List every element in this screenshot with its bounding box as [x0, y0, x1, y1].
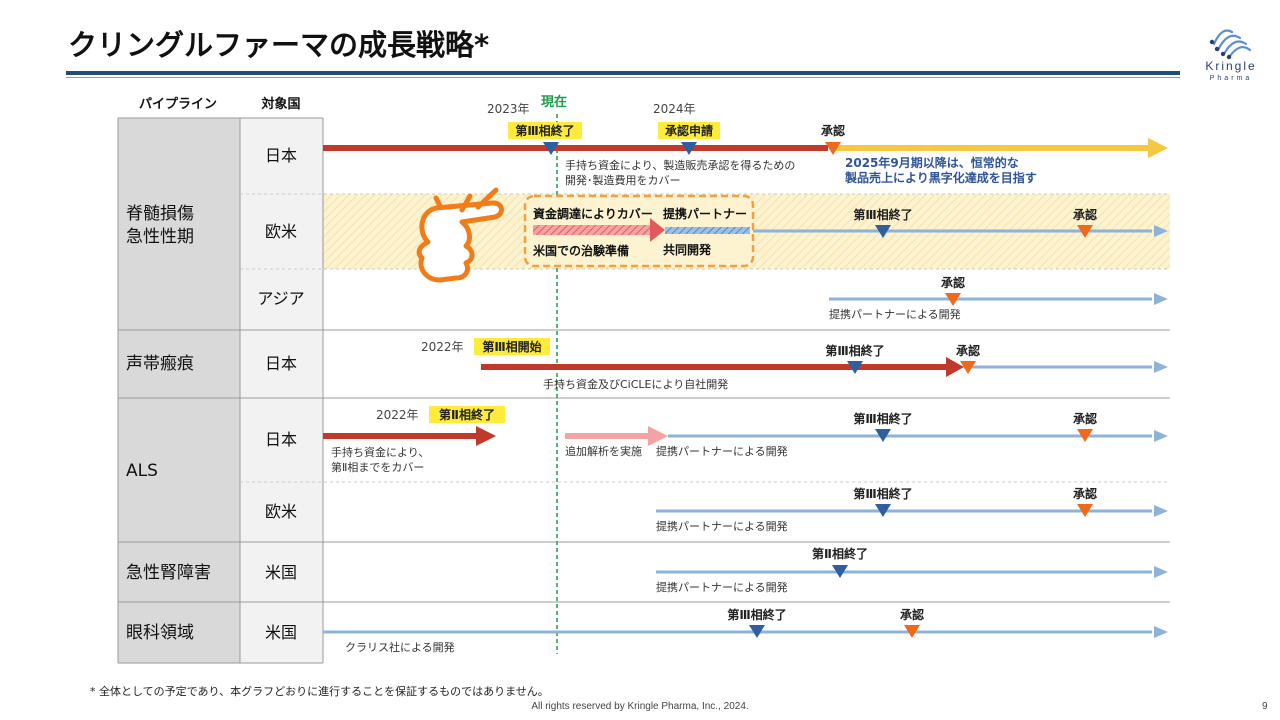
country-als-west: 欧米: [265, 502, 297, 521]
milestone-marker: [832, 565, 848, 578]
country-column: [240, 118, 323, 663]
logo-sub: Pharma: [1209, 75, 1253, 82]
als-year: 2022年: [376, 408, 419, 422]
arrowhead: [1154, 361, 1168, 373]
page-number: 9: [1262, 701, 1268, 712]
milestone-label: 承認: [941, 275, 965, 290]
header-pipeline: パイプライン: [139, 97, 217, 112]
milestone-marker: [1077, 429, 1093, 442]
arrowhead: [1154, 225, 1168, 237]
sci-asia-note: 提携パートナーによる開発: [829, 307, 961, 321]
milestone-label: 承認: [956, 343, 980, 358]
vocal-note: 手持ち資金及びCiCLEにより自社開発: [543, 377, 728, 391]
category-aki: 急性腎障害: [126, 563, 211, 583]
box-us-prep-label: 米国での治験準備: [533, 243, 629, 258]
arrowhead: [1154, 566, 1168, 578]
category-vocal: 声帯瘢痕: [126, 354, 194, 374]
country-als-japan: 日本: [265, 430, 297, 449]
als-japan-note-1: 手持ち資金により、: [331, 445, 429, 459]
category-column: [118, 118, 240, 663]
country-sci-asia: アジア: [257, 289, 304, 308]
milestone-label: 第Ⅲ相開始: [482, 339, 541, 354]
box-funding-label: 資金調達によりカバー: [533, 206, 653, 221]
arrowhead: [476, 426, 496, 446]
header-country: 対象国: [260, 96, 300, 112]
funding-bar: [533, 225, 653, 235]
sub-grid-lines: [240, 193, 1170, 483]
category-sci: 脊髄損傷 急性性期: [126, 204, 199, 247]
helix-logo-icon: [1209, 29, 1252, 60]
sci-japan-note-2: 開発･製造費用をカバー: [565, 173, 681, 187]
eye-note: クラリス社による開発: [345, 640, 455, 654]
year-2023-label: 2023年: [487, 102, 530, 116]
sci-japan-goal-1: 2025年9月期以降は、恒常的な: [845, 155, 1019, 170]
milestone-marker: [875, 429, 891, 442]
milestone-label: 第Ⅲ相終了: [853, 486, 912, 501]
milestone-marker: [749, 625, 765, 638]
milestone-marker: [875, 504, 891, 517]
milestone-marker: [825, 142, 841, 155]
arrowhead: [1154, 293, 1168, 305]
als-japan-note-extra: 追加解析を実施: [565, 444, 642, 458]
milestone-marker: [875, 225, 891, 238]
arrowhead: [1154, 505, 1168, 517]
milestone-marker: [945, 293, 961, 306]
arrowhead: [1154, 430, 1168, 442]
milestone-label: 承認: [1073, 207, 1097, 222]
year-2024-label: 2024年: [653, 102, 696, 116]
milestone-label: 第Ⅲ相終了: [825, 343, 884, 358]
milestone-label: 第Ⅲ相終了: [515, 123, 574, 138]
milestone-label: 承認: [821, 123, 845, 138]
country-sci-west: 欧米: [265, 222, 297, 241]
milestone-marker: [1077, 225, 1093, 238]
now-label: 現在: [541, 94, 567, 110]
milestone-label: 第Ⅲ相終了: [727, 607, 786, 622]
page-title: クリングルファーマの成長戦略*: [68, 28, 490, 62]
als-west-note: 提携パートナーによる開発: [656, 519, 788, 533]
country-vocal: 日本: [265, 354, 297, 373]
milestone-label: 第Ⅲ相終了: [853, 411, 912, 426]
milestone-marker: [543, 142, 559, 155]
milestone-label: 第Ⅱ相終了: [439, 407, 495, 422]
pipeline-diagram: パイプライン 対象国 脊髄損傷 急性性期 声帯瘢痕 ALS 急性腎障害 眼科領域…: [117, 94, 1170, 664]
vocal-year: 2022年: [421, 340, 464, 354]
title-rule: [66, 71, 1180, 75]
grid-lines: [117, 117, 1170, 664]
country-sci-japan: 日本: [265, 146, 297, 165]
category-als: ALS: [126, 461, 158, 481]
arrowhead: [946, 357, 964, 377]
milestone-marker: [1077, 504, 1093, 517]
aki-note: 提携パートナーによる開発: [656, 580, 788, 594]
milestone-label: 承認申請: [665, 123, 713, 138]
title-rule-thin: [66, 77, 1180, 78]
partner-bar: [665, 227, 750, 234]
milestone-label: 第Ⅲ相終了: [853, 207, 912, 222]
country-eye: 米国: [265, 623, 297, 642]
footnote: * 全体としての予定であり、本グラフどおりに進行することを保証するものではありま…: [90, 685, 549, 698]
milestone-marker: [681, 142, 697, 155]
arrowhead: [648, 426, 668, 446]
milestone-marker: [960, 361, 976, 374]
milestone-label: 承認: [900, 607, 924, 622]
sci-japan-goal-2: 製品売上により黒字化達成を目指す: [844, 170, 1037, 185]
milestone-label: 承認: [1073, 411, 1097, 426]
category-eye: 眼科領域: [126, 623, 194, 643]
country-aki: 米国: [265, 563, 297, 582]
milestone-marker: [847, 361, 863, 374]
copyright: All rights reserved by Kringle Pharma, I…: [531, 701, 749, 712]
als-japan-note-2: 第Ⅱ相までをカバー: [331, 460, 424, 474]
als-japan-note-partner: 提携パートナーによる開発: [656, 444, 788, 458]
milestone-label: 承認: [1073, 486, 1097, 501]
milestone-marker: [904, 625, 920, 638]
pointing-hand-icon: [416, 187, 504, 283]
logo-name: Kringle: [1205, 59, 1257, 73]
arrowhead: [650, 218, 665, 242]
arrowhead: [1148, 138, 1168, 158]
sci-japan-note-1: 手持ち資金により、製造販売承認を得るための: [565, 158, 795, 172]
box-joint-label: 共同開発: [663, 242, 712, 257]
milestone-label: 第Ⅱ相終了: [812, 546, 868, 561]
arrowhead: [1154, 626, 1168, 638]
box-partner-label: 提携パートナー: [663, 206, 747, 221]
